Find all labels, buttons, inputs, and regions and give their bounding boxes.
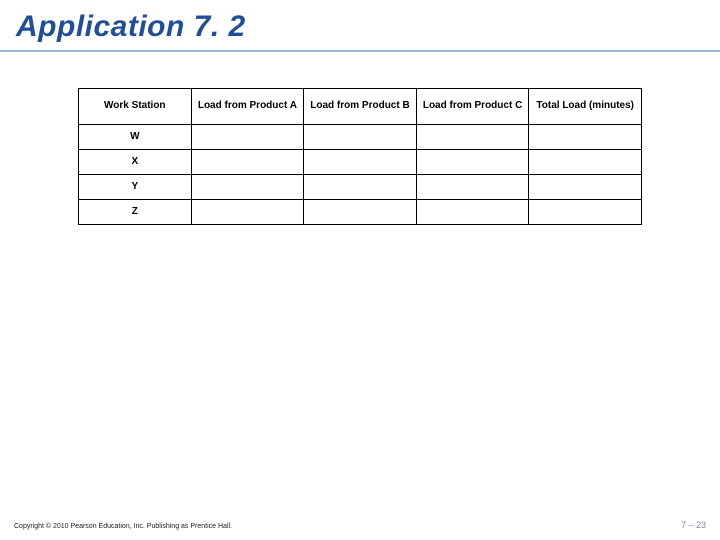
- col-header-product-b: Load from Product B: [304, 89, 417, 125]
- col-header-product-a: Load from Product A: [191, 89, 304, 125]
- table-row: W: [79, 125, 642, 150]
- cell: [529, 125, 642, 150]
- col-header-product-c: Load from Product C: [416, 89, 529, 125]
- table-row: Z: [79, 200, 642, 225]
- content-area: Work Station Load from Product A Load fr…: [0, 52, 720, 225]
- title-bar: Application 7. 2: [0, 0, 720, 52]
- row-label: X: [79, 150, 192, 175]
- cell: [304, 175, 417, 200]
- row-label: W: [79, 125, 192, 150]
- cell: [304, 150, 417, 175]
- cell: [191, 200, 304, 225]
- cell: [416, 200, 529, 225]
- col-header-workstation: Work Station: [79, 89, 192, 125]
- footer-page-number: 7 – 23: [681, 520, 706, 530]
- col-header-total-load: Total Load (minutes): [529, 89, 642, 125]
- page-title: Application 7. 2: [16, 10, 704, 44]
- cell: [416, 175, 529, 200]
- cell: [416, 150, 529, 175]
- table-row: X: [79, 150, 642, 175]
- cell: [529, 175, 642, 200]
- cell: [529, 150, 642, 175]
- row-label: Z: [79, 200, 192, 225]
- footer-copyright: Copyright © 2010 Pearson Education, Inc.…: [14, 523, 232, 530]
- cell: [416, 125, 529, 150]
- cell: [304, 125, 417, 150]
- table-header-row: Work Station Load from Product A Load fr…: [79, 89, 642, 125]
- cell: [304, 200, 417, 225]
- table-row: Y: [79, 175, 642, 200]
- cell: [191, 175, 304, 200]
- cell: [191, 150, 304, 175]
- cell: [191, 125, 304, 150]
- workstation-load-table: Work Station Load from Product A Load fr…: [78, 88, 642, 225]
- cell: [529, 200, 642, 225]
- row-label: Y: [79, 175, 192, 200]
